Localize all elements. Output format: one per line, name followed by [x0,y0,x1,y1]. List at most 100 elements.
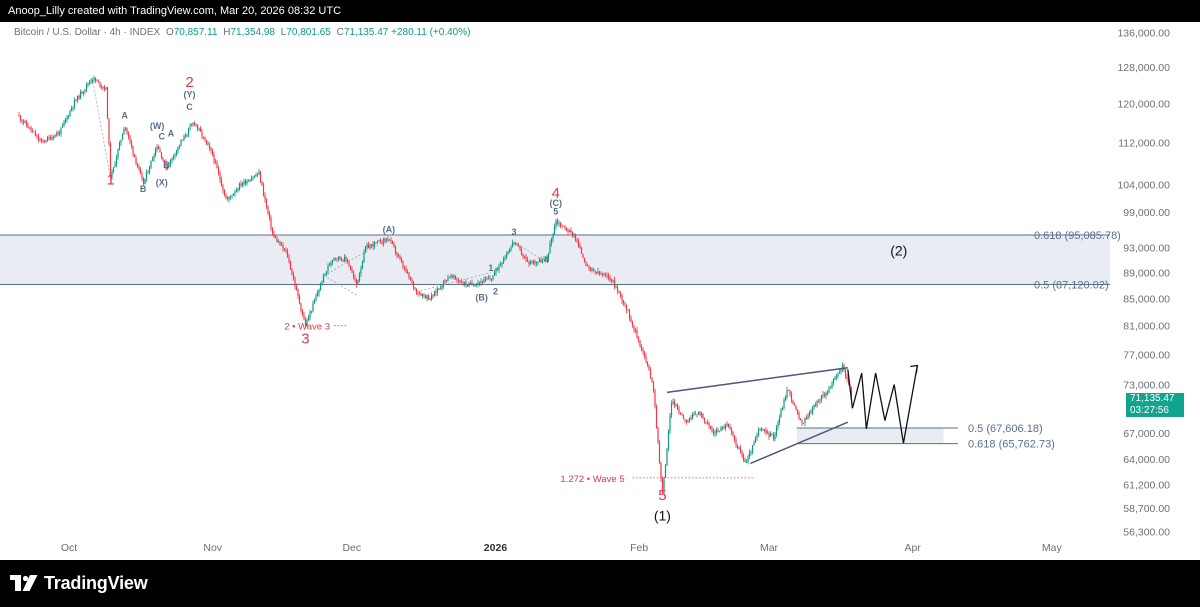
candle-body [369,245,371,249]
candle-body [600,273,602,275]
candle-body [256,174,259,176]
candle-body [562,225,565,227]
candle-body [697,411,700,415]
candle-body [222,186,224,191]
candle-body [28,127,31,129]
high-key: H [223,27,231,38]
chart-svg[interactable]: 0.618 (95,085.78) 0.5 (87,120.02) 0.5 (67,… [0,22,1200,560]
candle-body [553,226,556,235]
candle-body [124,128,127,130]
candle-body [288,257,290,262]
wave-label: 3 [301,330,309,347]
candle-body [468,283,470,287]
candle-body [700,414,703,416]
candle-body [117,149,119,158]
y-tick-label: 99,000.00 [1123,207,1170,219]
candle-body [571,231,574,236]
candle-body [832,379,835,384]
candle-body [781,407,784,411]
wave-label: 2 [185,74,193,91]
candle-body [174,154,176,157]
candle-body [709,425,712,429]
candle-body [712,430,715,434]
candle-body [598,271,601,274]
wave-guide-line [416,272,491,293]
candle-body [55,134,58,136]
candle-body [624,303,626,305]
x-tick-label: Nov [203,542,222,554]
candle-body [112,166,115,173]
candle-body [555,220,557,227]
candle-body [810,411,812,413]
candle-body [588,265,590,268]
candle-body [706,422,709,424]
candle-body [160,152,163,159]
candle-body [597,271,599,274]
candle-body [79,91,82,99]
candle-body [637,337,640,341]
candle-body [361,261,364,269]
candle-body [699,411,701,416]
candle-body [537,261,539,263]
candle-body [579,245,581,248]
candle-body [471,282,473,285]
candle-body [804,417,806,423]
candle-body [367,244,370,249]
candle-body [163,160,166,162]
candle-body [177,146,179,151]
candle-body [568,230,571,232]
y-tick-label: 128,000.00 [1117,62,1170,74]
candle-body [652,382,655,391]
candle-body [51,137,53,140]
candle-body [621,295,623,301]
candle-body [498,266,500,270]
candle-body [558,223,560,224]
wave-label: 5 [553,206,558,216]
wave-label: A [121,111,128,121]
candle-body [297,289,299,296]
candle-body [120,139,122,143]
candle-body [378,240,380,242]
candle-body [702,414,704,419]
candle-body [70,108,73,111]
x-tick-label: May [1042,542,1063,554]
y-tick-label: 93,000.00 [1123,243,1170,255]
candle-body [96,80,98,82]
candle-body [448,277,451,278]
candle-body [294,279,296,287]
wave-label: 5 [658,487,666,504]
candle-body [462,283,464,284]
last-price: 71,135.47 [1130,393,1175,404]
candle-body [552,234,554,239]
candle-body [837,373,839,377]
candle-body [81,91,83,94]
candle-body [655,406,658,428]
candle-body [612,279,614,281]
candle-body [231,195,233,197]
candle-body [463,282,466,284]
candle-body [268,212,271,218]
tradingview-logo[interactable]: TradingView [10,572,148,594]
candle-body [831,383,833,388]
candle-body [196,124,199,129]
candle-body [310,311,313,313]
candle-body [192,122,194,125]
candle-body [604,274,607,276]
candle-body [331,259,334,263]
wave-label: (C) [550,198,563,208]
x-tick-label: 2026 [484,542,508,554]
candle-body [228,196,230,200]
candle-body [394,246,397,253]
candle-body [490,278,493,280]
candle-body [426,295,428,299]
candle-body [274,236,277,239]
candle-body [216,162,218,169]
chart-area[interactable]: 0.618 (95,085.78) 0.5 (87,120.02) 0.5 (67,… [0,22,1200,560]
candle-body [591,268,593,271]
candle-body [54,134,56,138]
candle-body [801,420,803,423]
candle-body [841,365,844,370]
y-tick-label: 61,200.00 [1123,479,1170,491]
candle-body [465,282,467,286]
wave-guide-line [513,241,547,264]
